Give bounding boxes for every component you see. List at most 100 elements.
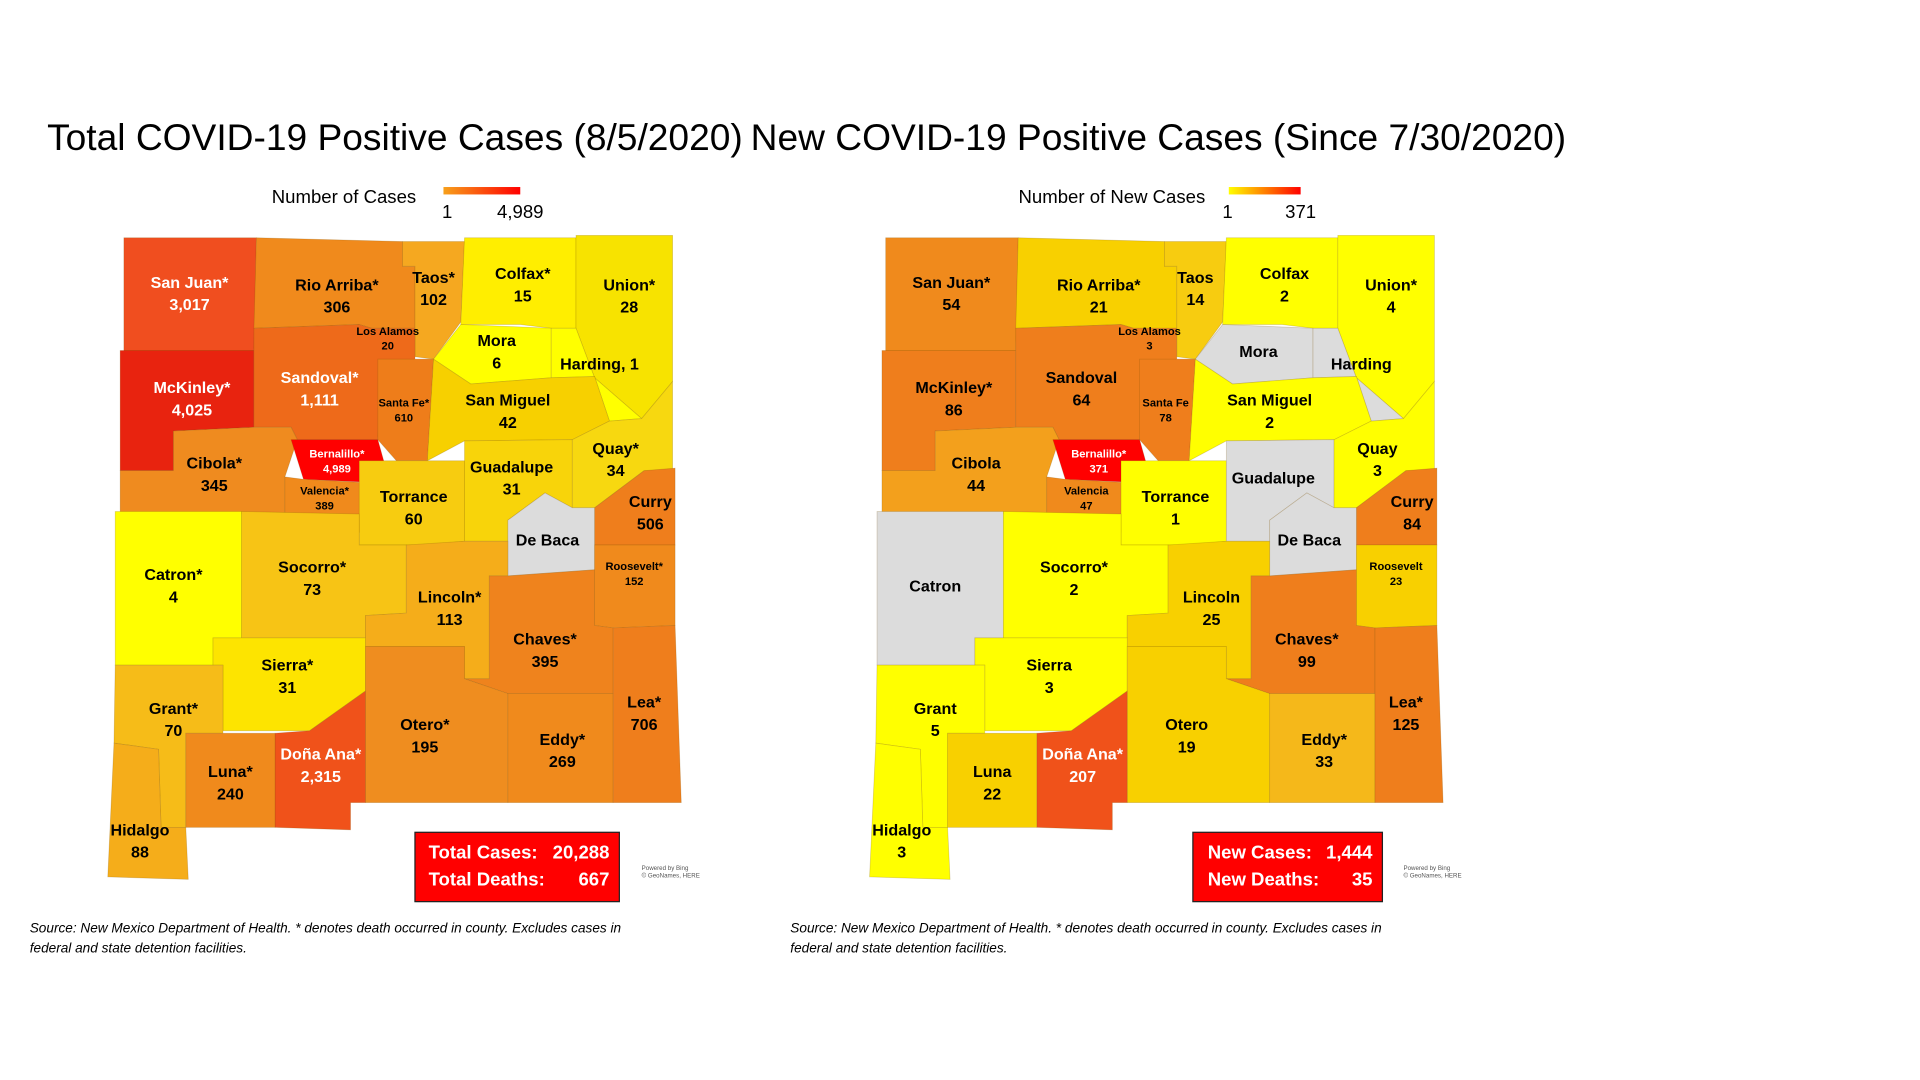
county-value: 47 bbox=[1080, 500, 1092, 512]
county-name: Union* bbox=[603, 276, 656, 294]
legend-max: 4,989 bbox=[497, 201, 543, 222]
county-name: Harding, 1 bbox=[560, 356, 639, 374]
county-name: De Baca bbox=[516, 531, 581, 549]
county-value: 73 bbox=[303, 581, 321, 599]
county-name: Rio Arriba* bbox=[1057, 276, 1141, 294]
county-value: 2 bbox=[1069, 581, 1078, 599]
county-name: Grant bbox=[914, 700, 958, 718]
county-name: Hidalgo bbox=[110, 821, 169, 839]
county bbox=[885, 237, 1019, 351]
legend-title: Number of Cases bbox=[272, 186, 416, 207]
county-value: 20 bbox=[382, 341, 394, 353]
county-name: Valencia* bbox=[300, 486, 350, 498]
county-value: 44 bbox=[967, 477, 985, 495]
county-name: Sandoval* bbox=[281, 369, 360, 387]
county-name: Roosevelt* bbox=[605, 561, 663, 573]
county-value: 4 bbox=[169, 588, 178, 606]
county-name: Taos bbox=[1177, 269, 1213, 287]
county-name: Quay* bbox=[592, 440, 639, 458]
county-value: 34 bbox=[607, 462, 625, 480]
county-name: Santa Fe bbox=[1142, 398, 1188, 410]
county bbox=[869, 742, 951, 880]
county-value: 84 bbox=[1403, 515, 1421, 533]
county-value: 3,017 bbox=[169, 296, 209, 314]
county-name: Otero* bbox=[400, 716, 450, 734]
county-value: 28 bbox=[620, 299, 638, 317]
county-value: 345 bbox=[201, 477, 228, 495]
county bbox=[185, 732, 276, 828]
county-name: Guadalupe bbox=[470, 458, 553, 476]
county-name: Grant* bbox=[149, 700, 199, 718]
county-name: Luna bbox=[973, 763, 1012, 781]
county-value: 4,989 bbox=[323, 463, 351, 475]
county-value: 33 bbox=[1315, 753, 1333, 771]
county-name: San Juan* bbox=[151, 274, 230, 292]
county-name: Eddy* bbox=[1301, 731, 1347, 749]
county bbox=[612, 625, 682, 803]
county-value: 371 bbox=[1089, 463, 1108, 475]
summary-value: 667 bbox=[578, 869, 609, 890]
legend-bar bbox=[443, 187, 521, 195]
county-value: 4 bbox=[1387, 299, 1396, 317]
map-credit: Powered by Bing bbox=[1403, 865, 1450, 872]
legend-min: 1 bbox=[1222, 201, 1232, 222]
county-value: 6 bbox=[492, 354, 501, 372]
county-value: 23 bbox=[1390, 576, 1402, 588]
county-value: 14 bbox=[1186, 291, 1204, 309]
county-value: 706 bbox=[631, 716, 658, 734]
county-name: Los Alamos bbox=[356, 326, 419, 338]
county-name: Catron* bbox=[144, 566, 203, 584]
source-note: Source: New Mexico Department of Health.… bbox=[790, 920, 1381, 935]
county-name: Roosevelt bbox=[1369, 561, 1422, 573]
county-value: 3 bbox=[897, 844, 906, 862]
legend-bar bbox=[1228, 187, 1301, 195]
county-value: 506 bbox=[637, 515, 664, 533]
county-name: Union* bbox=[1365, 276, 1418, 294]
legend-max: 371 bbox=[1285, 201, 1316, 222]
county bbox=[123, 237, 257, 351]
county-name: Otero bbox=[1165, 716, 1208, 734]
county-name: Lincoln bbox=[1183, 588, 1240, 606]
county-name: Cibola* bbox=[187, 455, 243, 473]
county-value: 22 bbox=[983, 785, 1001, 803]
county-value: 2 bbox=[1280, 287, 1289, 305]
map-credit: © GeoNames, HERE bbox=[1403, 872, 1461, 879]
county-value: 25 bbox=[1203, 611, 1221, 629]
county-value: 54 bbox=[942, 296, 960, 314]
county-value: 15 bbox=[514, 287, 532, 305]
county-name: Los Alamos bbox=[1118, 326, 1181, 338]
county-name: Sierra bbox=[1026, 657, 1073, 675]
map: New COVID-19 Positive Cases (Since 7/30/… bbox=[751, 116, 1566, 956]
map-credit: Powered by Bing bbox=[642, 865, 689, 872]
county-name: Harding bbox=[1331, 356, 1392, 374]
county-value: 88 bbox=[131, 844, 149, 862]
source-note: Source: New Mexico Department of Health.… bbox=[30, 920, 621, 935]
county-name: Bernalillo* bbox=[309, 448, 365, 460]
county-value: 64 bbox=[1072, 392, 1090, 410]
county-value: 31 bbox=[503, 481, 521, 499]
county-name: Curry bbox=[1391, 493, 1434, 511]
county-name: San Miguel bbox=[465, 392, 550, 410]
county-value: 152 bbox=[625, 576, 644, 588]
summary-label: New Cases: bbox=[1208, 841, 1312, 862]
county-value: 21 bbox=[1090, 299, 1108, 317]
county-value: 42 bbox=[499, 414, 517, 432]
county-name: San Juan* bbox=[912, 274, 991, 292]
county bbox=[107, 742, 189, 880]
summary-value: 1,444 bbox=[1326, 841, 1373, 862]
county-value: 269 bbox=[549, 753, 576, 771]
county-value: 70 bbox=[164, 722, 182, 740]
county-value: 78 bbox=[1159, 413, 1171, 425]
legend-title: Number of New Cases bbox=[1019, 186, 1206, 207]
map-title: New COVID-19 Positive Cases (Since 7/30/… bbox=[751, 116, 1566, 158]
county-name: Socorro* bbox=[278, 559, 347, 577]
county-value: 2,315 bbox=[301, 768, 341, 786]
summary-label: New Deaths: bbox=[1208, 869, 1319, 890]
county-value: 306 bbox=[323, 299, 350, 317]
county-name: Quay bbox=[1357, 440, 1397, 458]
county-value: 99 bbox=[1298, 653, 1316, 671]
county-value: 31 bbox=[278, 679, 296, 697]
source-note: federal and state detention facilities. bbox=[790, 940, 1007, 955]
